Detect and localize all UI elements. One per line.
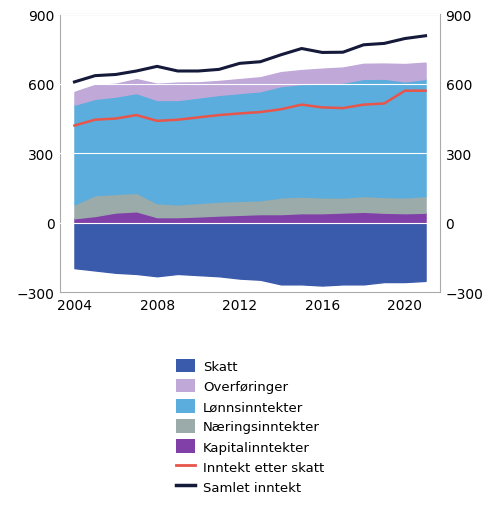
- Legend: Skatt, Overføringer, Lønnsinntekter, Næringsinntekter, Kapitalinntekter, Inntekt: Skatt, Overføringer, Lønnsinntekter, Nær…: [172, 355, 328, 498]
